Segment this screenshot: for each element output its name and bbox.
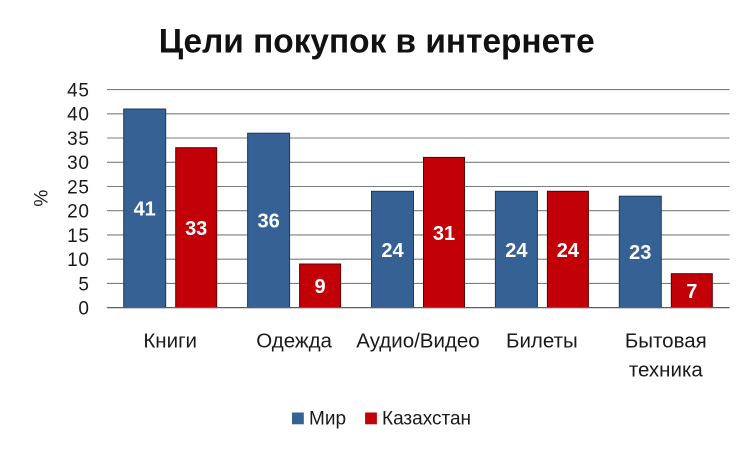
svg-text:%: %	[31, 190, 52, 207]
svg-text:Билеты: Билеты	[506, 330, 578, 353]
svg-text:Мир: Мир	[309, 408, 346, 429]
svg-text:25: 25	[67, 177, 89, 198]
svg-text:31: 31	[433, 223, 455, 245]
svg-text:9: 9	[315, 276, 326, 298]
svg-text:20: 20	[67, 202, 89, 223]
svg-text:Цели покупок в интернете: Цели покупок в интернете	[159, 23, 595, 61]
svg-text:Книги: Книги	[143, 330, 197, 353]
svg-text:5: 5	[78, 274, 89, 295]
svg-text:33: 33	[185, 218, 207, 240]
svg-text:45: 45	[67, 81, 89, 102]
svg-text:24: 24	[381, 240, 404, 262]
svg-text:24: 24	[505, 240, 528, 262]
svg-text:Аудио/Видео: Аудио/Видео	[356, 330, 479, 353]
svg-text:10: 10	[67, 250, 89, 271]
svg-text:Одежда: Одежда	[256, 330, 332, 353]
svg-text:23: 23	[629, 242, 651, 264]
svg-text:Бытовая: Бытовая	[625, 330, 707, 353]
svg-text:41: 41	[134, 199, 156, 221]
svg-text:техника: техника	[629, 358, 704, 381]
svg-text:24: 24	[557, 240, 580, 262]
svg-text:30: 30	[67, 153, 89, 174]
svg-text:7: 7	[686, 281, 697, 303]
svg-text:15: 15	[67, 226, 89, 247]
svg-text:36: 36	[257, 211, 279, 233]
svg-text:Казахстан: Казахстан	[382, 408, 471, 429]
svg-text:35: 35	[67, 129, 89, 150]
svg-text:40: 40	[67, 105, 89, 126]
svg-text:0: 0	[78, 299, 89, 320]
